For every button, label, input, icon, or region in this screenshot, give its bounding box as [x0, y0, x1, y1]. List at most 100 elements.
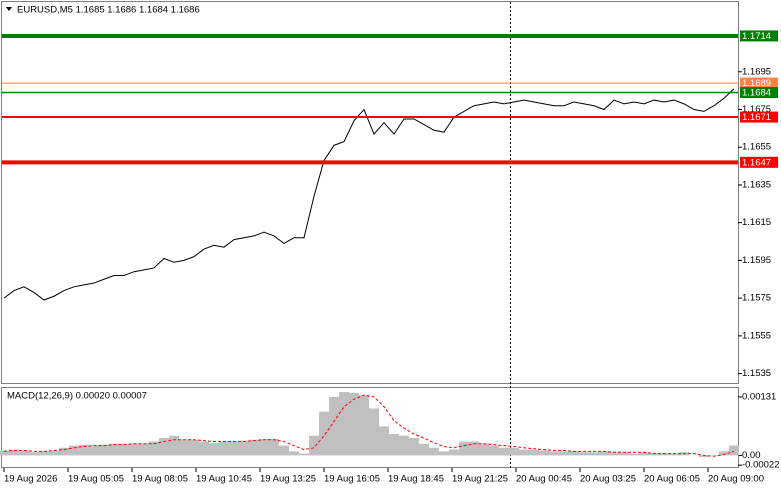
- x-tick-label: 19 Aug 21:25: [452, 474, 508, 485]
- y-tick-label: -0.00022: [742, 460, 780, 471]
- macd-bar: [29, 452, 39, 456]
- macd-bar: [79, 444, 89, 456]
- x-tick-label: 20 Aug 00:45: [516, 474, 572, 485]
- macd-bar: [389, 433, 399, 456]
- signal-line: [3, 394, 735, 457]
- macd-bar: [549, 451, 559, 456]
- level-label: 1.1689: [742, 78, 771, 89]
- macd-bar: [309, 435, 319, 456]
- macd-bar: [589, 452, 599, 456]
- x-tick-label: 19 Aug 2026: [4, 474, 57, 485]
- x-tick-label: 19 Aug 05:05: [68, 474, 124, 485]
- macd-bar: [239, 440, 249, 456]
- macd-bar: [659, 453, 669, 456]
- y-tick-label: 1.1595: [742, 255, 771, 266]
- y-tick-label: 1.1535: [742, 368, 771, 379]
- macd-bar: [69, 445, 79, 456]
- macd-bar: [209, 442, 219, 456]
- macd-bar: [429, 447, 439, 456]
- macd-bar: [259, 438, 269, 456]
- macd-bar: [149, 441, 159, 456]
- macd-bar: [519, 449, 529, 456]
- y-tick-label: 1.1695: [742, 66, 771, 77]
- macd-bar: [419, 443, 429, 456]
- macd-bar: [489, 445, 499, 456]
- x-tick-label: 20 Aug 09:00: [708, 474, 764, 485]
- macd-bar: [219, 441, 229, 456]
- macd-bar: [369, 408, 379, 456]
- macd-bar: [329, 396, 339, 456]
- macd-bar: [39, 451, 49, 456]
- macd-bar: [229, 441, 239, 456]
- macd-bar: [479, 443, 489, 456]
- y-tick-label: 1.1615: [742, 217, 771, 228]
- y-tick-label: 1.1655: [742, 142, 771, 153]
- menu-icon[interactable]: [6, 7, 12, 11]
- level-label-box: [740, 156, 778, 168]
- macd-bar: [289, 451, 299, 456]
- macd-bar: [109, 443, 119, 456]
- macd-bar: [629, 453, 639, 456]
- macd-bar: [559, 451, 569, 456]
- macd-bar: [699, 455, 709, 458]
- macd-bar: [359, 395, 369, 456]
- macd-bar: [179, 439, 189, 456]
- chart-title: EURUSD,M5 1.1685 1.1686 1.1684 1.1686: [17, 5, 200, 16]
- macd-bar: [269, 438, 279, 456]
- macd-title: MACD(12,26,9) 0.00020 0.00007: [7, 391, 147, 402]
- macd-bar: [379, 426, 389, 456]
- macd-bar: [649, 453, 659, 456]
- macd-bar: [19, 450, 29, 456]
- macd-bar: [349, 392, 359, 456]
- macd-bar: [189, 439, 199, 456]
- macd-bar: [729, 445, 739, 456]
- macd-bar: [599, 451, 609, 456]
- y-tick-label: 0.00: [742, 450, 761, 461]
- macd-bar: [89, 445, 99, 456]
- macd-bar: [9, 449, 19, 456]
- macd-bar: [399, 435, 409, 456]
- macd-bar: [579, 452, 589, 456]
- level-label-box: [740, 111, 778, 123]
- x-tick-label: 19 Aug 16:05: [324, 474, 380, 485]
- macd-bar: [279, 445, 289, 456]
- level-label: 1.1714: [742, 31, 771, 42]
- x-tick-label: 19 Aug 18:45: [388, 474, 444, 485]
- x-tick-label: 20 Aug 06:05: [644, 474, 700, 485]
- price-panel: [1, 1, 739, 384]
- x-tick-label: 19 Aug 08:05: [132, 474, 188, 485]
- macd-bar: [59, 447, 69, 456]
- price-line: [3, 88, 735, 301]
- macd-bar: [139, 443, 149, 456]
- macd-bar: [459, 441, 469, 456]
- macd-bar: [99, 444, 109, 456]
- level-label-box: [740, 30, 778, 42]
- macd-bar: [609, 452, 619, 456]
- y-tick-label: 1.1675: [742, 104, 771, 115]
- x-tick-label: 19 Aug 10:45: [196, 474, 252, 485]
- y-tick-label: 1.1575: [742, 293, 771, 304]
- level-label: 1.1671: [742, 112, 771, 123]
- macd-bar: [619, 452, 629, 456]
- macd-bar: [529, 449, 539, 456]
- macd-bar: [169, 435, 179, 456]
- macd-bar: [509, 447, 519, 456]
- macd-bar: [639, 452, 649, 456]
- y-tick-label: 1.1555: [742, 330, 771, 341]
- macd-bar: [159, 437, 169, 456]
- macd-bar: [449, 449, 459, 456]
- macd-bar: [129, 443, 139, 456]
- y-tick-label: 0.00131: [742, 391, 776, 402]
- macd-bar: [469, 441, 479, 456]
- macd-bar: [409, 437, 419, 456]
- macd-panel: [1, 387, 739, 468]
- level-label-box: [740, 87, 778, 99]
- macd-bar: [669, 453, 679, 456]
- macd-bar: [249, 439, 259, 456]
- macd-bar: [439, 451, 449, 456]
- macd-bar: [299, 453, 309, 456]
- macd-bar: [319, 411, 329, 456]
- macd-bar: [0, 450, 9, 456]
